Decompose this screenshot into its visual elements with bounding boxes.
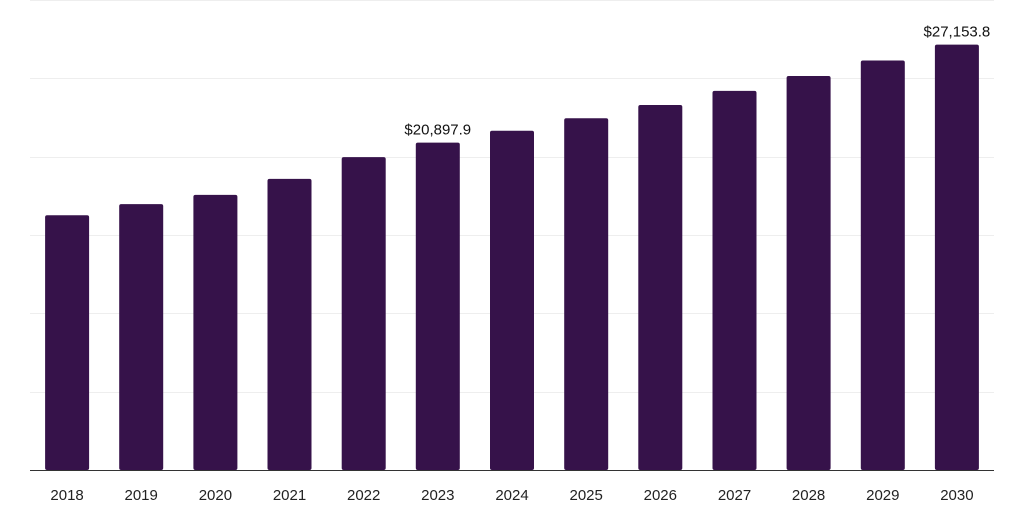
bar-2030 <box>934 44 979 470</box>
x-tick-label-2030: 2030 <box>940 487 973 504</box>
bar-2029 <box>860 60 905 470</box>
bars <box>45 44 979 471</box>
bar-2023 <box>415 142 460 470</box>
x-tick-label-2019: 2019 <box>125 487 158 504</box>
data-labels: $20,897.9 $27,153.8 <box>404 24 990 139</box>
bar-2026 <box>638 105 683 470</box>
x-tick-label-2020: 2020 <box>199 487 232 504</box>
x-tick-label-2024: 2024 <box>495 487 528 504</box>
bar-2019 <box>119 204 164 470</box>
bar-2027 <box>712 90 757 471</box>
x-axis-ticks: 2018 2019 2020 2021 2022 2023 2024 2025 2026 2027… <box>50 487 973 504</box>
bar-2020 <box>193 194 238 470</box>
bar-2024 <box>490 130 534 471</box>
bar-2021 <box>267 178 312 470</box>
bar-2028 <box>786 76 831 470</box>
x-tick-label-2029: 2029 <box>866 487 899 504</box>
bar-2022 <box>341 157 386 470</box>
x-tick-label-2022: 2022 <box>347 487 380 504</box>
x-tick-label-2021: 2021 <box>273 487 306 504</box>
x-tick-label-2025: 2025 <box>570 487 603 504</box>
x-tick-label-2028: 2028 <box>792 487 825 504</box>
bar-2025 <box>564 118 609 471</box>
data-label-2030: $27,153.8 <box>924 24 991 41</box>
x-tick-label-2023: 2023 <box>421 487 454 504</box>
bar-2018 <box>45 215 90 470</box>
x-tick-label-2027: 2027 <box>718 487 751 504</box>
x-tick-label-2018: 2018 <box>50 487 83 504</box>
data-label-2023: $20,897.9 <box>404 122 471 139</box>
x-tick-label-2026: 2026 <box>644 487 677 504</box>
